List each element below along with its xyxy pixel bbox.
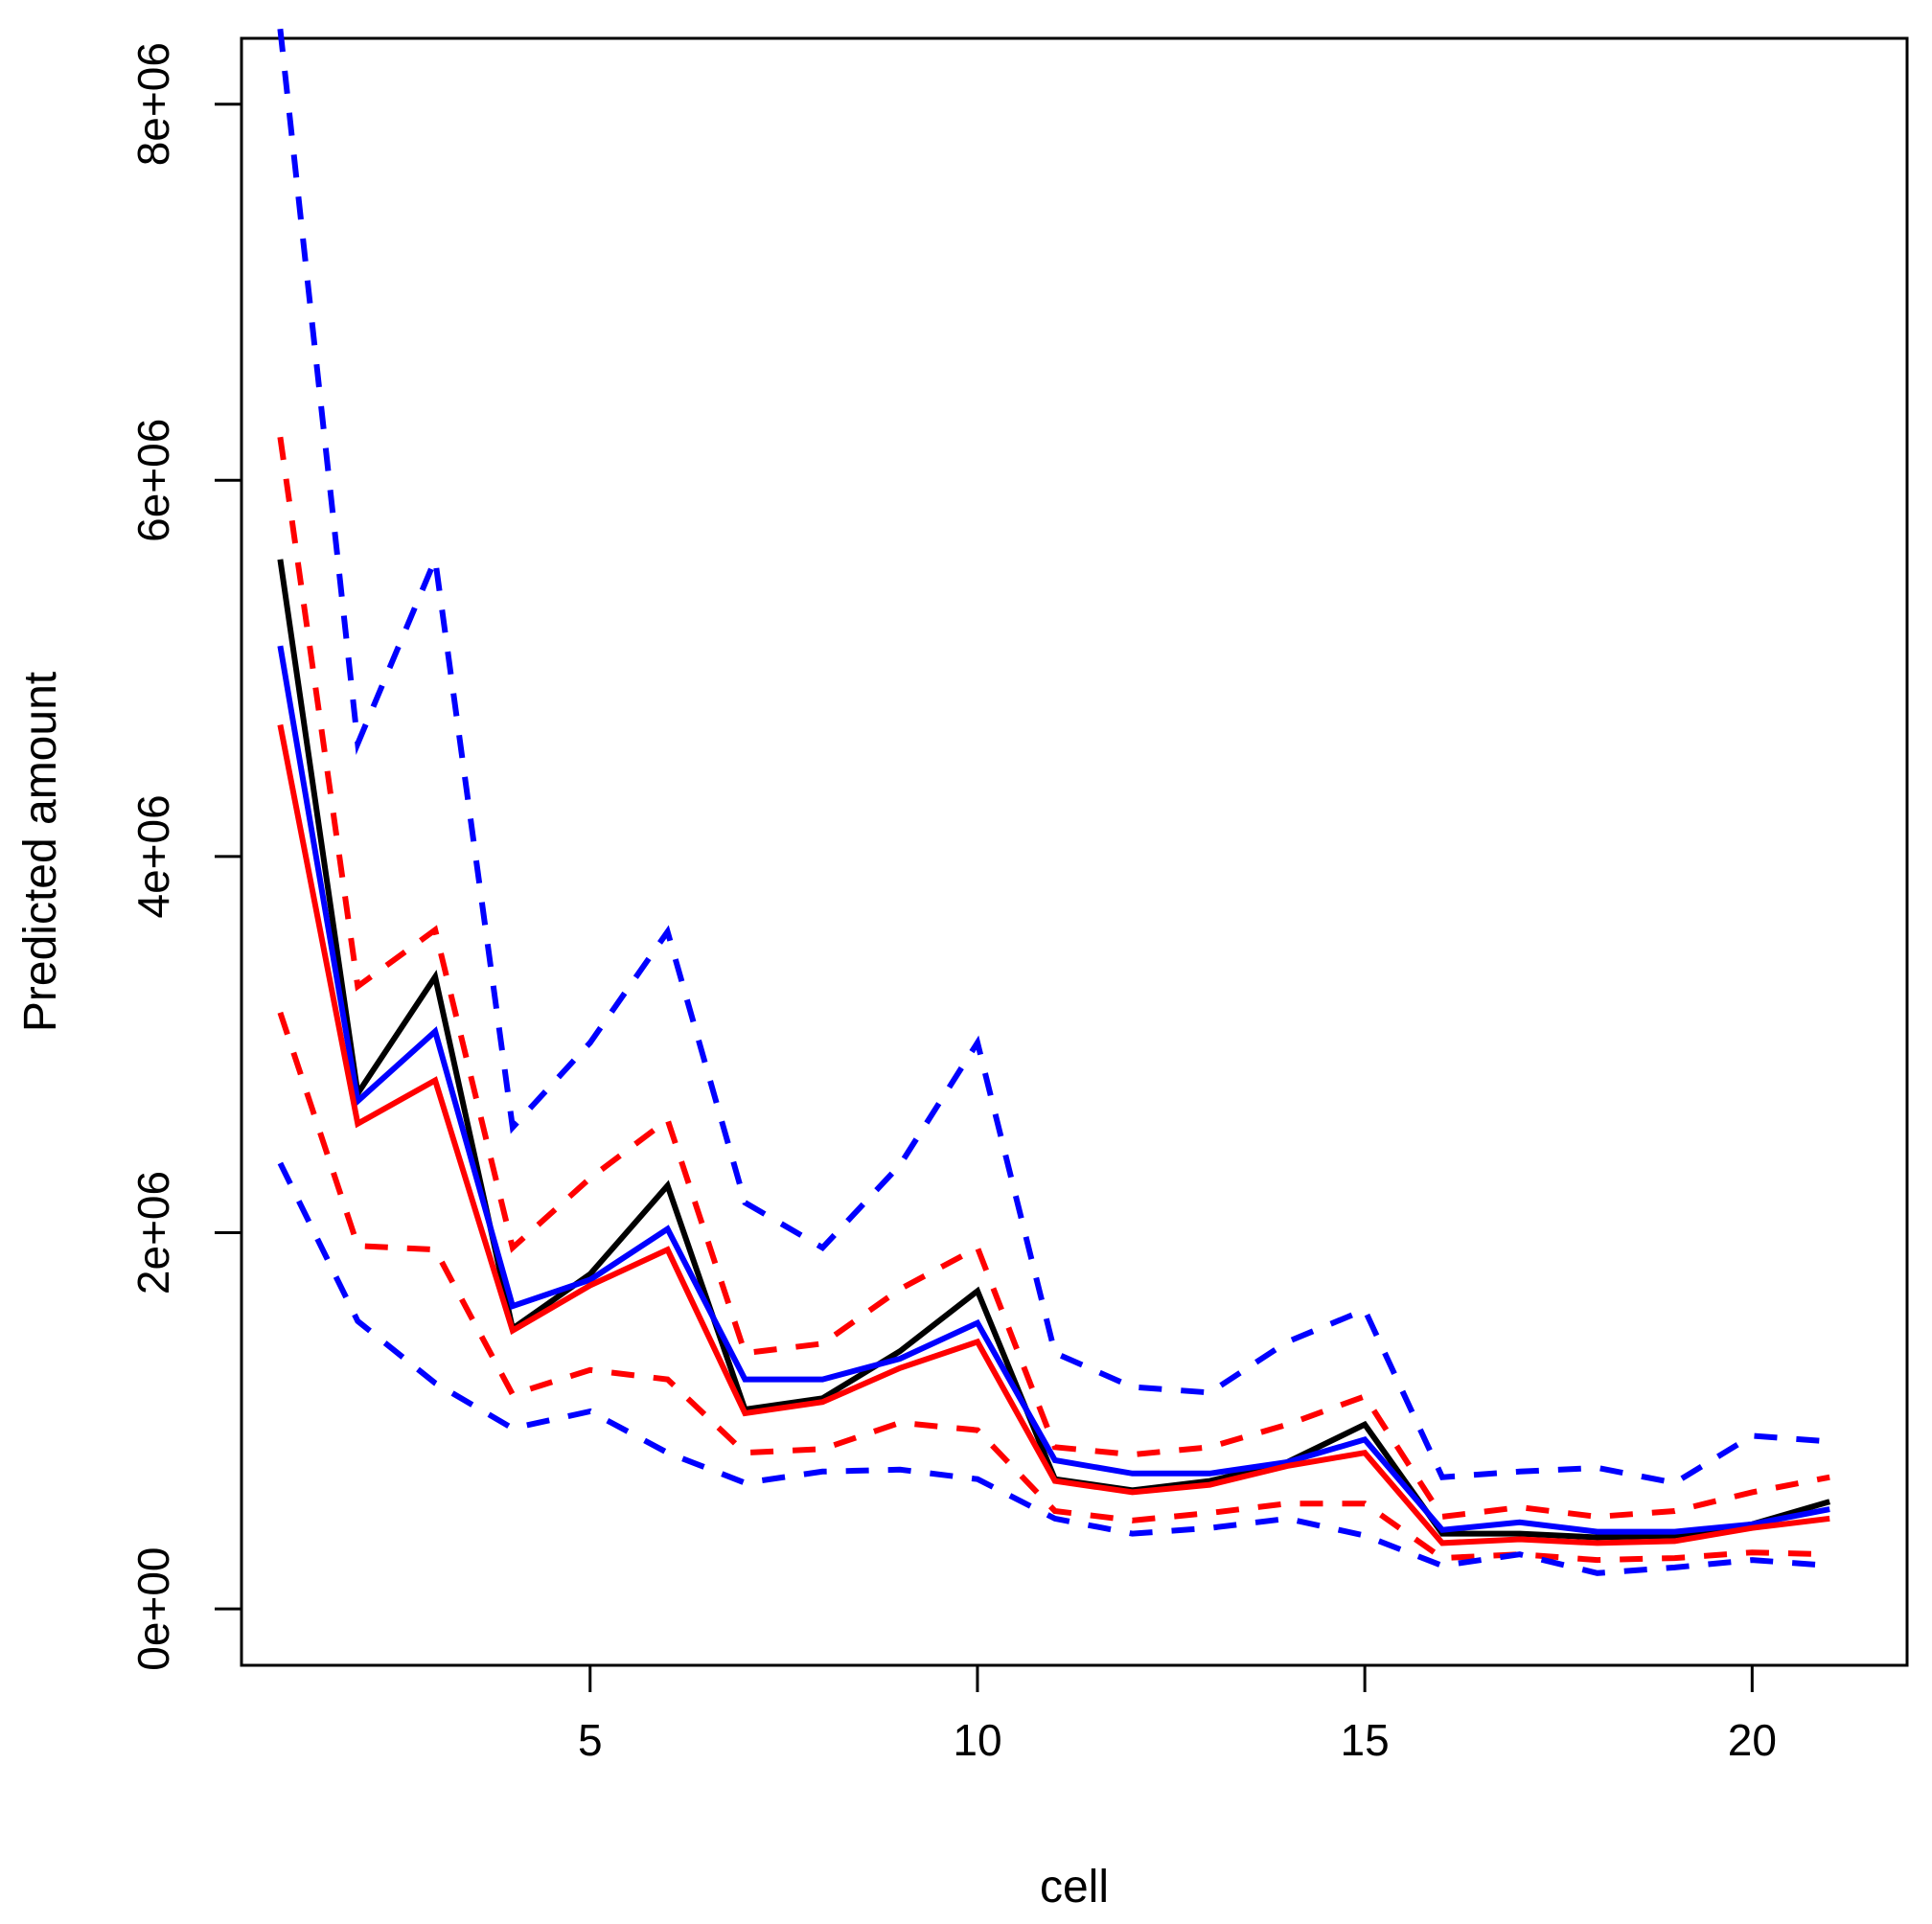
x-axis-title: cell <box>1040 1862 1109 1913</box>
y-tick-label: 0e+00 <box>128 1546 178 1670</box>
series-line-6 <box>277 28 1830 1486</box>
y-tick-label: 2e+06 <box>128 1171 178 1294</box>
y-tick-label: 6e+06 <box>128 419 178 542</box>
series-line-2 <box>277 645 1830 1535</box>
x-tick-label: 20 <box>1728 1715 1777 1765</box>
x-tick-label: 5 <box>578 1715 603 1765</box>
x-tick-label: 15 <box>1341 1715 1390 1765</box>
x-axis: 5 10 15 20 <box>578 1663 1777 1765</box>
series-line-5 <box>277 1011 1830 1564</box>
series-line-4 <box>277 436 1830 1521</box>
series-line-7 <box>277 1161 1830 1576</box>
x-tick-label: 10 <box>953 1715 1001 1765</box>
y-tick-label: 4e+06 <box>128 794 178 918</box>
series-line-3 <box>277 723 1830 1546</box>
plot-frame <box>240 36 1909 1667</box>
y-axis: 0e+00 2e+06 4e+06 6e+06 8e+06 <box>128 42 243 1671</box>
y-tick-label: 8e+06 <box>128 42 178 166</box>
y-axis-title: Predicted amount <box>15 672 66 1032</box>
series-layer <box>277 28 1831 1576</box>
